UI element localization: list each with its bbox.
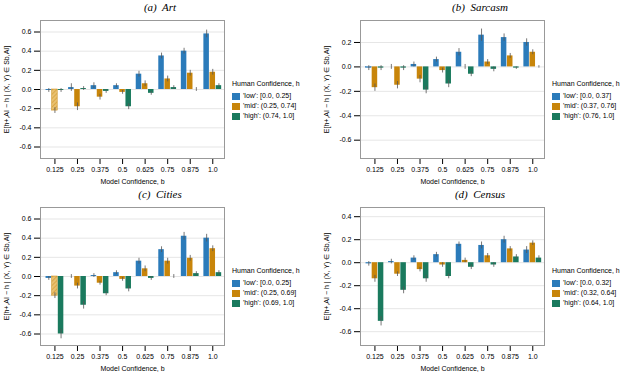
svg-text:0.75: 0.75 bbox=[161, 166, 175, 173]
html-text:'high': (0.64, 1.0]: 'high': (0.64, 1.0] bbox=[563, 299, 615, 306]
svg-text:0.375: 0.375 bbox=[411, 166, 429, 173]
html-text:Human Confidence, h: Human Confidence, h bbox=[552, 80, 620, 87]
html-text:'mid': (0.25, 0.74]: 'mid': (0.25, 0.74] bbox=[243, 102, 297, 109]
svg-text:-0.6: -0.6 bbox=[339, 136, 351, 143]
svg-text:0.75: 0.75 bbox=[481, 166, 495, 173]
svg-text:Model Confidence, b: Model Confidence, b bbox=[100, 365, 164, 372]
svg-text:0.875: 0.875 bbox=[181, 166, 199, 173]
svg-text:0.2: 0.2 bbox=[22, 254, 32, 261]
html-text:'low': [0.0, 0.25]: 'low': [0.0, 0.25] bbox=[243, 92, 292, 99]
svg-text:-0.6: -0.6 bbox=[19, 143, 31, 150]
html-text:Human Confidence, h: Human Confidence, h bbox=[552, 267, 620, 274]
svg-text:E[h+,AI − h | (X, Y) ∈ Sb,AI]: E[h+,AI − h | (X, Y) ∈ Sb,AI] bbox=[323, 233, 331, 321]
html-text:(d) Census: (d) Census bbox=[454, 188, 505, 200]
svg-text:E[h+,AI − h | (X, Y) ∈ Sb,AI]: E[h+,AI − h | (X, Y) ∈ Sb,AI] bbox=[323, 46, 331, 134]
svg-text:-0.4: -0.4 bbox=[19, 311, 31, 318]
svg-text:0.5: 0.5 bbox=[438, 166, 448, 173]
svg-text:-0.2: -0.2 bbox=[339, 88, 351, 95]
svg-text:0.75: 0.75 bbox=[161, 353, 175, 360]
svg-text:0.125: 0.125 bbox=[366, 353, 384, 360]
svg-text:-0.6: -0.6 bbox=[339, 328, 351, 335]
svg-text:0.5: 0.5 bbox=[438, 353, 448, 360]
svg-text:0.375: 0.375 bbox=[91, 166, 109, 173]
html-text:'mid': (0.32, 0.64]: 'mid': (0.32, 0.64] bbox=[563, 289, 617, 296]
svg-text:0.2: 0.2 bbox=[342, 236, 352, 243]
svg-text:0.0: 0.0 bbox=[342, 63, 352, 70]
svg-text:0.25: 0.25 bbox=[391, 353, 405, 360]
svg-text:0.5: 0.5 bbox=[118, 353, 128, 360]
svg-text:0.4: 0.4 bbox=[342, 213, 352, 220]
svg-text:Model Confidence, b: Model Confidence, b bbox=[420, 178, 484, 185]
html-text:'high': (0.69, 1.0]: 'high': (0.69, 1.0] bbox=[243, 299, 295, 306]
svg-text:-0.6: -0.6 bbox=[19, 330, 31, 337]
svg-text:-0.4: -0.4 bbox=[19, 124, 31, 131]
svg-text:0.25: 0.25 bbox=[391, 166, 405, 173]
svg-text:1.0: 1.0 bbox=[528, 353, 538, 360]
svg-text:0.125: 0.125 bbox=[46, 166, 64, 173]
html-text:'mid': (0.37, 0.76]: 'mid': (0.37, 0.76] bbox=[563, 102, 617, 109]
svg-text:0.25: 0.25 bbox=[71, 353, 85, 360]
svg-text:0.875: 0.875 bbox=[501, 353, 519, 360]
html-text:'low': [0.0, 0.25]: 'low': [0.0, 0.25] bbox=[243, 279, 292, 286]
html-text:(c) Cities: (c) Cities bbox=[138, 188, 182, 200]
svg-text:Model Confidence, b: Model Confidence, b bbox=[420, 365, 484, 372]
svg-text:0.375: 0.375 bbox=[91, 353, 109, 360]
html-text:(a) Art: (a) Art bbox=[143, 1, 177, 13]
svg-text:0.0: 0.0 bbox=[22, 86, 32, 93]
svg-text:0.375: 0.375 bbox=[411, 353, 429, 360]
svg-text:-0.2: -0.2 bbox=[19, 105, 31, 112]
html-text:'mid': (0.25, 0.69]: 'mid': (0.25, 0.69] bbox=[243, 289, 297, 296]
svg-text:0.625: 0.625 bbox=[456, 166, 474, 173]
svg-text:1.0: 1.0 bbox=[208, 166, 218, 173]
html-text:'low': [0.0, 0.37]: 'low': [0.0, 0.37] bbox=[563, 92, 612, 99]
svg-text:0.625: 0.625 bbox=[136, 166, 154, 173]
svg-text:0.2: 0.2 bbox=[342, 39, 352, 46]
svg-text:0.75: 0.75 bbox=[481, 353, 495, 360]
html-text:'low': [0.0, 0.32]: 'low': [0.0, 0.32] bbox=[563, 279, 612, 286]
html-text:'high': (0.76, 1.0]: 'high': (0.76, 1.0] bbox=[563, 112, 615, 119]
svg-text:E[h+,AI − h | (X, Y) ∈ Sb,AI]: E[h+,AI − h | (X, Y) ∈ Sb,AI] bbox=[3, 46, 11, 134]
svg-text:-0.2: -0.2 bbox=[19, 292, 31, 299]
svg-text:0.125: 0.125 bbox=[366, 166, 384, 173]
html-text:Human Confidence, h: Human Confidence, h bbox=[232, 267, 300, 274]
svg-text:Model Confidence, b: Model Confidence, b bbox=[100, 178, 164, 185]
svg-text:0.2: 0.2 bbox=[22, 67, 32, 74]
svg-text:0.6: 0.6 bbox=[22, 28, 32, 35]
svg-text:0.625: 0.625 bbox=[136, 353, 154, 360]
svg-text:-0.4: -0.4 bbox=[339, 305, 351, 312]
svg-text:0.4: 0.4 bbox=[22, 234, 32, 241]
html-text:'high': (0.74, 1.0]: 'high': (0.74, 1.0] bbox=[243, 112, 295, 119]
html-text:Human Confidence, h: Human Confidence, h bbox=[232, 80, 300, 87]
svg-text:0.875: 0.875 bbox=[501, 166, 519, 173]
svg-text:E[h+,AI − h | (X, Y) ∈ Sb,AI]: E[h+,AI − h | (X, Y) ∈ Sb,AI] bbox=[3, 233, 11, 321]
svg-text:0.4: 0.4 bbox=[22, 47, 32, 54]
svg-text:0.625: 0.625 bbox=[456, 353, 474, 360]
svg-text:0.875: 0.875 bbox=[181, 353, 199, 360]
svg-text:0.125: 0.125 bbox=[46, 353, 64, 360]
svg-text:0.0: 0.0 bbox=[342, 259, 352, 266]
svg-text:-0.2: -0.2 bbox=[339, 282, 351, 289]
svg-text:1.0: 1.0 bbox=[208, 353, 218, 360]
svg-text:1.0: 1.0 bbox=[528, 166, 538, 173]
svg-text:0.6: 0.6 bbox=[22, 215, 32, 222]
svg-text:0.5: 0.5 bbox=[118, 166, 128, 173]
svg-text:0.0: 0.0 bbox=[22, 273, 32, 280]
html-text:(b) Sarcasm: (b) Sarcasm bbox=[452, 1, 508, 13]
svg-text:-0.4: -0.4 bbox=[339, 112, 351, 119]
svg-text:0.25: 0.25 bbox=[71, 166, 85, 173]
